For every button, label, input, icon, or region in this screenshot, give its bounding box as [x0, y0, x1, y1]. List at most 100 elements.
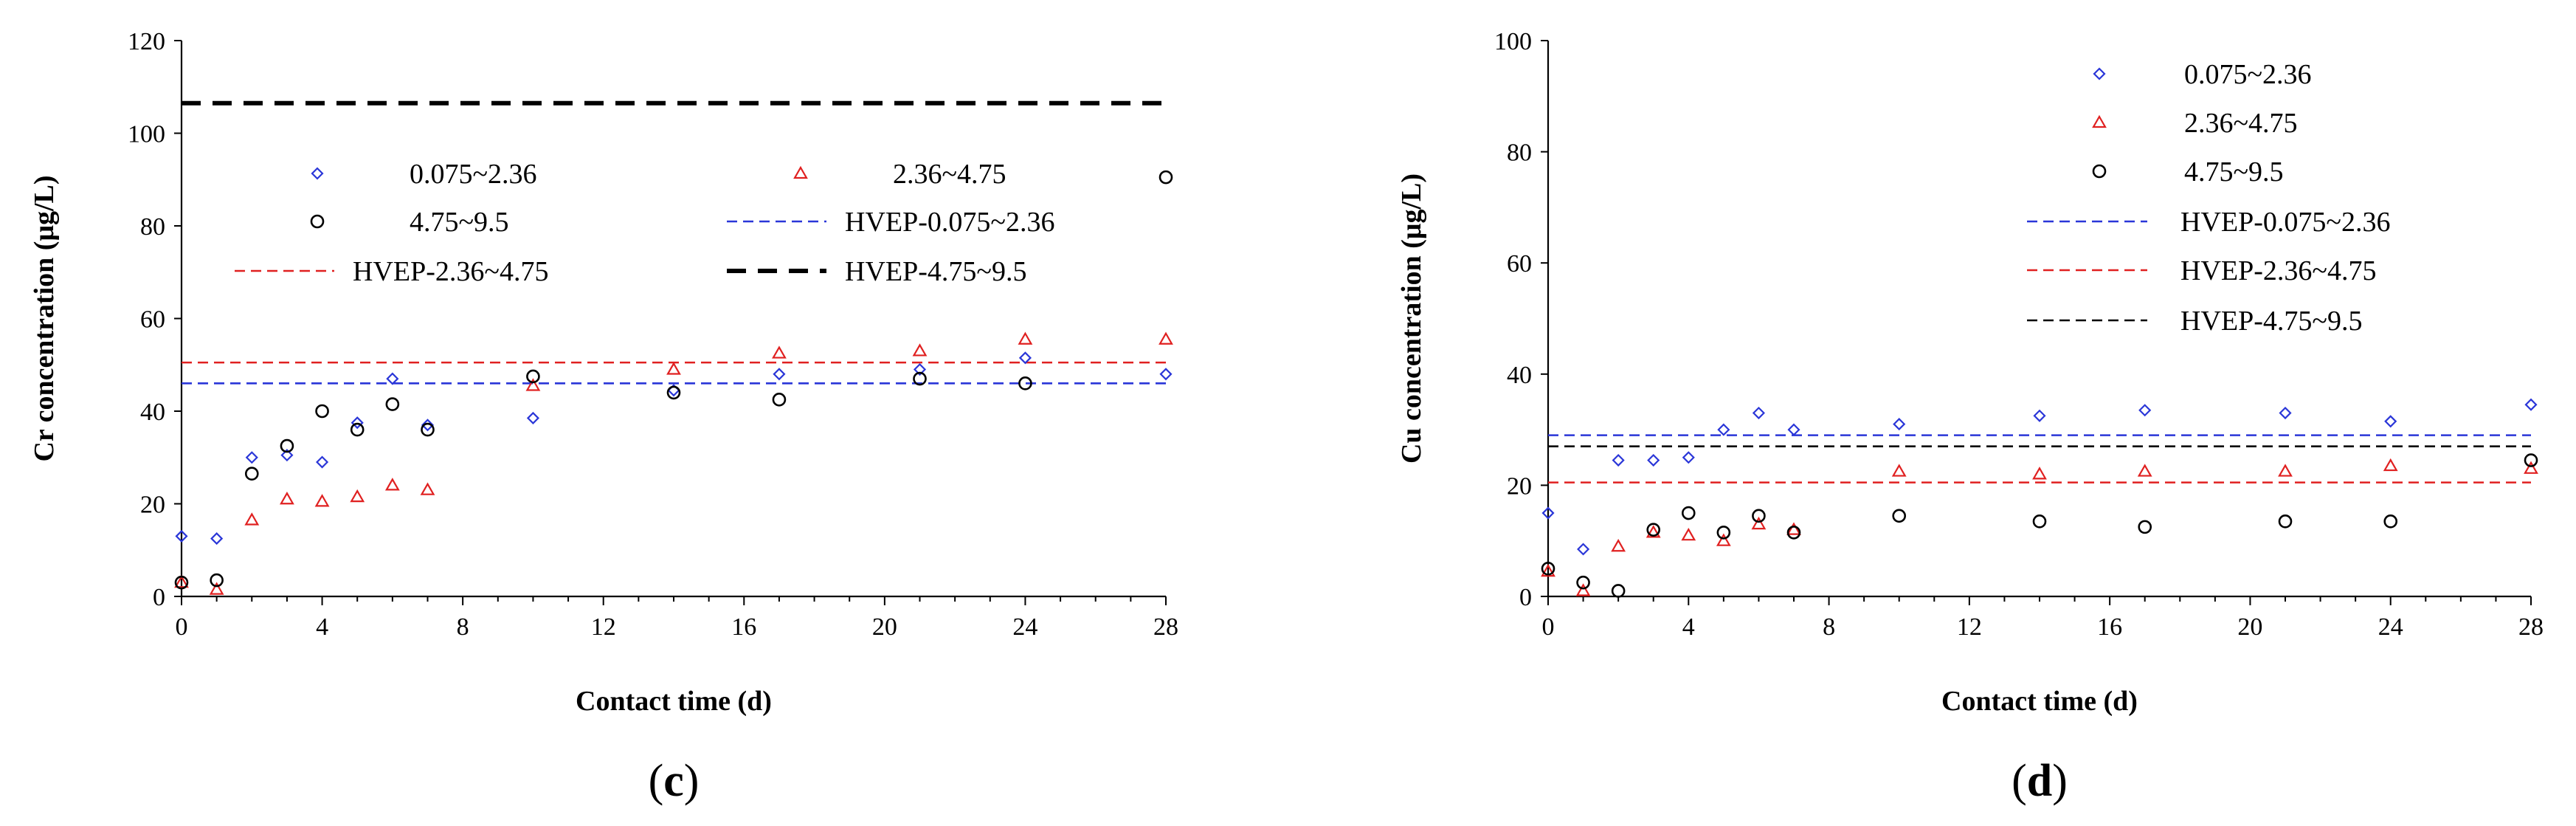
- data-point-s0-13: [1159, 368, 1173, 381]
- x-tick-label: 8: [1823, 613, 1835, 641]
- panel-label-open: (: [649, 756, 664, 806]
- x-tick-label: 12: [1957, 613, 1982, 641]
- data-point-s2-11: [913, 371, 927, 386]
- data-point-s1-0: [1541, 563, 1555, 577]
- legend-label-series-0: 0.075~2.36: [410, 159, 537, 190]
- data-point-s2-0: [174, 575, 189, 590]
- data-point-s1-12: [2383, 458, 2398, 472]
- legend: 0.075~2.36 2.36~4.75 4.75~9.5 HVEP-0.075~2.…: [2027, 59, 2390, 337]
- data-point-s0-2: [1612, 453, 1625, 467]
- data-point-s2-2: [244, 467, 259, 481]
- x-tick-label: 8: [457, 613, 469, 641]
- data-point-s2-10: [2138, 520, 2152, 534]
- data-point-s1-5: [1716, 533, 1731, 546]
- panel-label-open: (: [2012, 756, 2027, 806]
- data-point-s0-10: [2138, 404, 2152, 417]
- data-point-s0-7: [1787, 423, 1800, 436]
- panel-label: (c): [649, 756, 700, 806]
- data-point-s2-13: [2524, 453, 2538, 467]
- x-tick-label: 20: [2237, 613, 2262, 641]
- y-tick-label: 40: [140, 399, 165, 426]
- y-tick-label: 80: [1507, 140, 1532, 167]
- data-point-s1-10: [772, 345, 787, 359]
- legend-label-series-2: 4.75~9.5: [410, 207, 509, 238]
- data-point-s0-0: [175, 529, 188, 543]
- data-point-s2-7: [421, 422, 435, 437]
- chart-panel-d: 0 20 40 60 80 100 0 4 8 12 16 20 24 28 Contact time (d…: [1396, 28, 2544, 806]
- data-point-s1-12: [1018, 331, 1033, 345]
- data-point-s1-8: [1891, 464, 1907, 477]
- data-point-s0-11: [2279, 406, 2292, 420]
- x-tick-label: 24: [2378, 613, 2403, 641]
- data-point-s1-10: [2137, 464, 2152, 477]
- data-point-s2-11: [2278, 514, 2293, 529]
- data-point-s0-13: [2524, 398, 2538, 411]
- data-point-s0-2: [245, 451, 258, 464]
- data-point-s0-3: [280, 449, 294, 462]
- y-tick-label: 20: [140, 492, 165, 519]
- legend-label-line-2: HVEP-4.75~9.5: [845, 256, 1026, 287]
- data-point-s2-0: [1541, 562, 1555, 576]
- data-point-s2-4: [315, 404, 329, 419]
- y-tick-label: 20: [1507, 472, 1532, 500]
- x-tick-label: 16: [2097, 613, 2122, 641]
- data-point-s0-4: [316, 455, 329, 469]
- data-point-s1-5: [350, 489, 365, 503]
- legend: 0.075~2.36 2.36~4.75 4.75~9.5 HVEP-0.075~2.…: [235, 159, 1054, 287]
- data-point-s2-5: [350, 422, 365, 437]
- y-tick-label: 120: [128, 28, 165, 55]
- data-point-s2-5: [1716, 526, 1731, 540]
- data-point-s0-12: [1018, 351, 1032, 365]
- legend-marker-2: [310, 214, 325, 229]
- data-point-s1-13: [2524, 461, 2538, 474]
- data-point-s1-3: [1646, 525, 1661, 538]
- data-point-s2-7: [1786, 526, 1801, 540]
- data-point-s1-9: [2032, 467, 2047, 480]
- data-point-s0-8: [526, 411, 539, 424]
- data-point-s0-7: [421, 419, 435, 432]
- data-point-s1-7: [1786, 522, 1801, 535]
- x-tick-label: 28: [2518, 613, 2544, 641]
- data-point-s1-6: [384, 478, 400, 491]
- legend-label-line-1: HVEP-2.36~4.75: [2180, 255, 2376, 286]
- y-tick-label: 0: [1519, 584, 1532, 611]
- data-point-s2-8: [1892, 509, 1907, 523]
- data-point-s1-4: [1681, 527, 1696, 541]
- legend-label-series-1: 2.36~4.75: [893, 159, 1006, 190]
- x-tick-label: 12: [591, 613, 616, 641]
- legend-label-series-1: 2.36~4.75: [2184, 108, 2298, 139]
- x-tick-label: 4: [1682, 613, 1695, 641]
- data-point-s1-7: [420, 482, 435, 495]
- panel-label-letter: d: [2027, 756, 2052, 806]
- data-point-s1-1: [1575, 583, 1591, 596]
- data-point-s0-3: [1647, 453, 1660, 467]
- legend-marker-0: [2093, 67, 2106, 80]
- data-point-s1-13: [1158, 331, 1173, 345]
- data-point-s1-11: [2278, 464, 2293, 477]
- data-point-s2-9: [2032, 514, 2047, 529]
- data-point-s2-1: [210, 573, 224, 588]
- data-point-s0-0: [1541, 506, 1555, 520]
- x-tick-label: 0: [1542, 613, 1555, 641]
- data-point-s0-6: [386, 372, 399, 385]
- x-axis-title: Contact time (d): [576, 686, 772, 717]
- data-point-s0-5: [1717, 423, 1730, 436]
- legend-label-line-1: HVEP-2.36~4.75: [353, 256, 548, 287]
- x-tick-label: 0: [176, 613, 188, 641]
- data-point-s2-9: [666, 385, 681, 400]
- legend-marker-2: [2092, 164, 2107, 179]
- panel-label: (d): [2012, 756, 2068, 806]
- y-axis-title: Cr concentration (μg/L): [29, 175, 60, 461]
- data-point-s1-2: [1611, 539, 1626, 552]
- data-point-s2-12: [2383, 514, 2398, 529]
- x-tick-label: 4: [316, 613, 328, 641]
- data-point-s0-1: [210, 532, 224, 545]
- y-tick-label: 60: [140, 306, 165, 334]
- data-point-s0-1: [1577, 543, 1590, 556]
- x-tick-label: 28: [1153, 613, 1178, 641]
- y-tick-label: 40: [1507, 362, 1532, 389]
- data-point-s0-9: [2033, 409, 2046, 422]
- legend-marker-1: [2092, 114, 2107, 128]
- data-point-s2-8: [526, 369, 540, 384]
